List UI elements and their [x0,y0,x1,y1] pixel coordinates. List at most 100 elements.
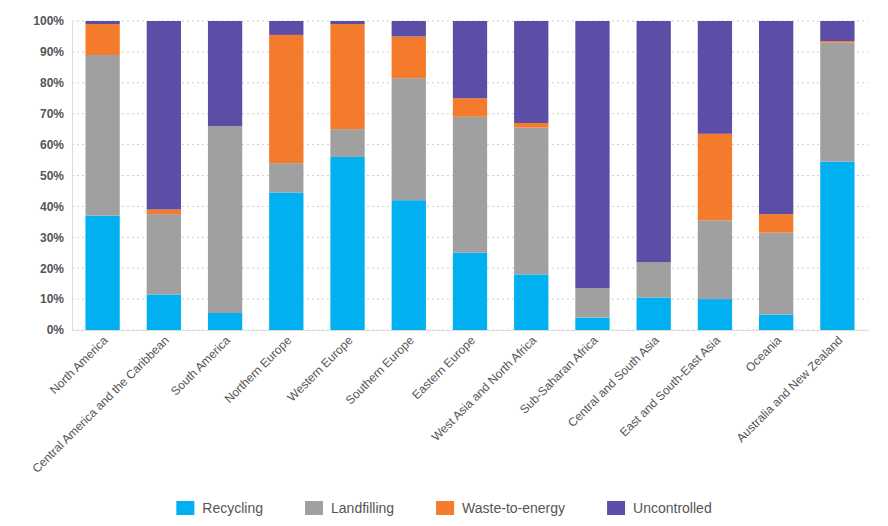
y-tick-label: 0% [47,323,65,337]
y-tick-label: 100% [33,14,64,28]
x-tick: West Asia and North Africa [429,330,540,444]
y-tick: 40% [40,200,72,214]
legend-swatch [305,501,323,515]
x-tick-label: Northern Europe [222,333,295,406]
bar-segment [514,274,548,330]
y-axis: 0% 10% 20% 30% 40% 50% 60% 70% 80% 90% 100% [33,14,72,337]
y-tick: 30% [40,231,72,245]
x-tick-label: Central America and the Caribbean [29,333,171,475]
legend-label: Waste-to-energy [462,500,565,516]
legend-item: Landfilling [305,500,394,516]
y-tick: 80% [40,76,72,90]
y-tick: 50% [40,169,72,183]
bar-segment [698,134,732,221]
x-tick-label: Southern Europe [343,333,417,407]
legend-swatch [607,501,625,515]
bar-segment [820,41,854,43]
y-tick-label: 40% [40,200,64,214]
bars [85,21,854,330]
y-tick-label: 50% [40,169,64,183]
bar-segment [85,21,119,24]
bar-segment [759,214,793,233]
legend-item: Uncontrolled [607,500,712,516]
bar-segment [85,55,119,216]
bar-segment [147,294,181,330]
y-tick-label: 80% [40,76,64,90]
bar-segment [637,298,671,330]
x-tick: Central America and the Caribbean [29,330,171,476]
x-tick-label: East and South-East Asia [617,333,723,439]
bar-segment [330,157,364,330]
bar-segment [147,21,181,209]
x-tick: Western Europe [285,330,356,404]
x-tick: Australia and New Zealand [734,330,846,445]
y-tick-label: 10% [40,292,64,306]
bar-segment [330,24,364,129]
series [85,21,854,288]
grid [72,21,868,330]
y-tick: 0% [47,323,72,337]
x-tick: Southern Europe [343,330,417,407]
x-tick-label: Oceania [743,333,785,375]
bar-segment [147,209,181,214]
legend-label: Recycling [202,500,263,516]
x-tick-label: North America [47,333,111,397]
y-tick-label: 70% [40,107,64,121]
x-tick-label: West Asia and North Africa [429,333,540,444]
bar-segment [698,21,732,134]
y-tick: 70% [40,107,72,121]
x-tick: Eastern Europe [409,330,478,402]
bar-segment [698,299,732,330]
bar-segment [575,21,609,288]
bar-segment [514,123,548,128]
bar-segment [759,21,793,214]
legend-swatch [436,501,454,515]
y-tick: 100% [33,14,72,28]
x-axis: North AmericaCentral America and the Car… [29,330,868,476]
x-tick-label: Eastern Europe [409,333,478,402]
legend-label: Uncontrolled [633,500,712,516]
plot: 0% 10% 20% 30% 40% 50% 60% 70% 80% 90% 100% North A… [29,14,868,475]
bar-segment [269,192,303,330]
y-tick-label: 20% [40,262,64,276]
x-tick-label: South America [168,333,233,398]
bar-segment [575,288,609,317]
legend-item: Recycling [176,500,263,516]
y-tick: 60% [40,138,72,152]
y-tick: 10% [40,292,72,306]
legend-item: Waste-to-energy [436,500,565,516]
bar-segment [392,21,426,36]
x-tick: Oceania [743,330,785,375]
y-tick: 20% [40,262,72,276]
chart: 0% 10% 20% 30% 40% 50% 60% 70% 80% 90% 100% North A… [0,0,888,526]
x-tick: South America [168,330,233,398]
bar-segment [637,262,671,298]
x-tick: North America [47,330,111,397]
bar-segment [453,253,487,330]
x-tick-label: Western Europe [285,333,356,404]
bar-segment [147,214,181,294]
bar-segment [208,313,242,330]
y-tick: 90% [40,45,72,59]
bar-segment [208,21,242,126]
bar-segment [208,126,242,313]
bar-segment [269,21,303,35]
y-tick-label: 30% [40,231,64,245]
bar-segment [85,216,119,330]
bar-segment [269,163,303,192]
legend: Recycling Landfilling Waste-to-energy Uncon… [176,500,711,516]
x-axis-line [73,330,869,331]
bar-segment [514,128,548,275]
bar-segment [820,43,854,162]
y-tick-label: 60% [40,138,64,152]
bar-segment [820,21,854,41]
bar-segment [269,35,303,163]
y-axis-line [72,22,73,331]
legend-label: Landfilling [331,500,394,516]
bar-segment [392,36,426,78]
bar-segment [453,21,487,98]
bar-segment [575,318,609,330]
y-tick-label: 90% [40,45,64,59]
bar-segment [637,21,671,262]
bar-segment [698,220,732,299]
